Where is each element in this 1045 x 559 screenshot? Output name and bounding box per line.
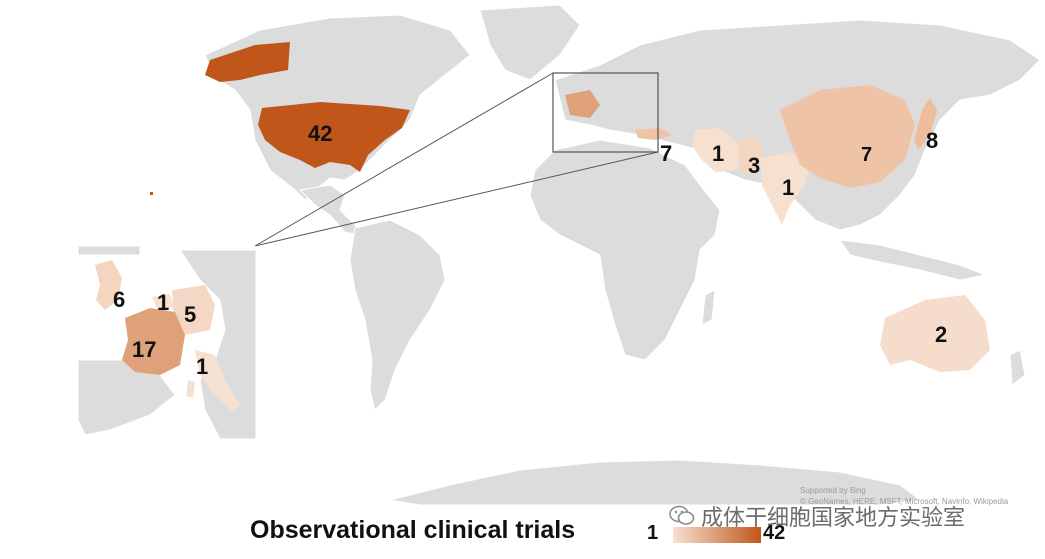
country-shape-united-states [258, 102, 410, 172]
inset-country-shape-corsica-sardinia [186, 380, 195, 398]
legend-color-bar [673, 527, 761, 543]
country-shape-australia [880, 295, 990, 372]
inset-connector-bottom [254, 151, 659, 247]
watermark: 成体干细胞国家地方实验室 [669, 500, 965, 532]
country-shape-india [760, 152, 810, 225]
watermark-text: 成体干细胞国家地方实验室 [701, 506, 966, 531]
inset-connector-top [254, 72, 554, 247]
map-credit: Supported by Bing © GeoNames, HERE, MSFT… [800, 485, 1008, 507]
legend-min-label: 1 [647, 522, 659, 544]
value-label-turkey: 7 [660, 141, 672, 166]
inset-country-shape-france [122, 308, 185, 375]
antarctica-landmass [389, 459, 922, 506]
country-shape-japan [914, 98, 937, 150]
greenland-landmass [479, 4, 581, 81]
europe-inset-outline [552, 72, 659, 153]
sea-islands-landmass [838, 239, 987, 281]
value-label-germany: 5 [184, 302, 196, 327]
value-label-united-kingdom: 6 [113, 287, 125, 312]
south-america-landmass [349, 219, 446, 411]
inset-country-shape-belgium [152, 294, 174, 310]
country-shape-hawaii [150, 192, 153, 195]
value-label-italy: 1 [196, 354, 208, 379]
value-label-china: 7 [861, 144, 872, 166]
central-america-landmass [298, 184, 361, 236]
wechat-icon [669, 505, 695, 525]
credit-line-2: © GeoNames, HERE, MSFT, Microsoft, Navin… [800, 497, 1009, 506]
africa-landmass [529, 139, 721, 361]
europe-zoom-inset [77, 245, 257, 440]
country-shape-turkey [635, 128, 672, 140]
value-label-pakistan: 3 [748, 153, 760, 178]
value-label-australia: 2 [935, 322, 947, 347]
country-shape-iran [692, 128, 740, 172]
value-label-united-states: 42 [308, 121, 332, 146]
inset-country-shape-united-kingdom [95, 260, 122, 310]
new-zealand-landmass [1009, 349, 1026, 386]
value-label-iran: 1 [712, 141, 724, 166]
country-shape-china [780, 85, 915, 188]
legend-title: Observational clinical trials [250, 516, 576, 544]
country-shape-pakistan [738, 135, 765, 175]
country-shape-alaska [205, 42, 290, 82]
value-label-belgium: 1 [157, 290, 169, 315]
country-shape-france-mini [565, 90, 600, 118]
value-label-japan: 8 [926, 128, 938, 153]
legend-max-label: 42 [763, 522, 786, 544]
credit-line-1: Supported by Bing [800, 486, 866, 495]
value-label-india: 1 [782, 175, 794, 200]
madagascar-landmass [701, 289, 716, 326]
value-label-france: 17 [132, 337, 156, 362]
inset-country-shape-germany [172, 285, 215, 335]
inset-country-shape-italy [195, 350, 240, 412]
